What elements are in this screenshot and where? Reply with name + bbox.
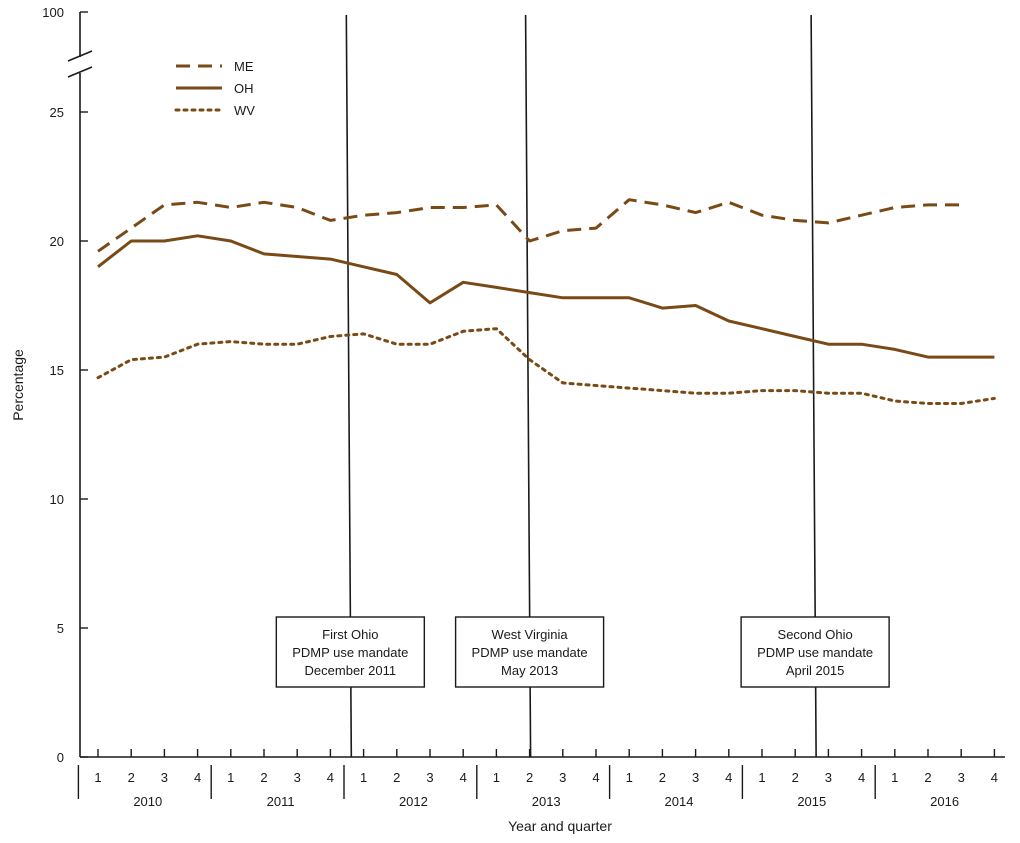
annotation-box-frame bbox=[275, 616, 426, 688]
x-tick-label-year: 2011 bbox=[267, 794, 295, 809]
annotation-text: First Ohio bbox=[322, 627, 378, 642]
x-tick-label-quarter: 1 bbox=[227, 770, 234, 785]
x-tick-label-quarter: 4 bbox=[592, 770, 599, 785]
x-tick-label-quarter: 1 bbox=[360, 770, 367, 785]
x-tick-label-quarter: 4 bbox=[460, 770, 467, 785]
x-tick-label-year: 2012 bbox=[399, 794, 428, 809]
series-line-oh bbox=[97, 234, 995, 359]
annotation-box: West Virginia PDMP use mandate May 2013 bbox=[454, 616, 605, 688]
legend-label: ME bbox=[234, 59, 254, 74]
x-tick-label-quarter: 2 bbox=[792, 770, 799, 785]
x-tick-label-quarter: 4 bbox=[327, 770, 334, 785]
annotation-text: December 2011 bbox=[305, 663, 397, 678]
annotation-box-frame bbox=[740, 616, 890, 688]
x-tick-label-quarter: 2 bbox=[924, 770, 931, 785]
annotation-text: May 2013 bbox=[501, 663, 558, 678]
x-tick-label-quarter: 4 bbox=[725, 770, 732, 785]
x-tick-label-quarter: 2 bbox=[659, 770, 666, 785]
y-tick-label: 10 bbox=[50, 492, 64, 507]
x-tick-label-quarter: 3 bbox=[559, 770, 566, 785]
x-axis-title: Year and quarter bbox=[508, 818, 612, 834]
annotation-text: PDMP use mandate bbox=[292, 645, 408, 660]
y-tick-label: 25 bbox=[50, 105, 64, 120]
x-tick-label-quarter: 4 bbox=[858, 770, 865, 785]
annotation-text: April 2015 bbox=[786, 663, 845, 678]
x-tick-label-quarter: 3 bbox=[294, 770, 301, 785]
x-tick-label-year: 2010 bbox=[133, 794, 162, 809]
legend: ME OH WV bbox=[174, 59, 255, 118]
y-tick-label: 100 bbox=[42, 5, 64, 20]
x-tick-label-quarter: 1 bbox=[94, 770, 101, 785]
y-tick-label: 20 bbox=[50, 234, 64, 249]
x-tick-label-quarter: 3 bbox=[426, 770, 433, 785]
y-tick-label: 5 bbox=[57, 621, 64, 636]
x-tick-label-quarter: 2 bbox=[393, 770, 400, 785]
x-tick-label-quarter: 1 bbox=[626, 770, 633, 785]
annotation-text: PDMP use mandate bbox=[472, 645, 588, 660]
annotation-box: First Ohio PDMP use mandate December 2011 bbox=[275, 616, 426, 688]
x-tick-label-quarter: 2 bbox=[128, 770, 135, 785]
x-tick-label-quarter: 4 bbox=[991, 770, 998, 785]
annotation-boxes: First Ohio PDMP use mandate December 2011 W… bbox=[275, 616, 890, 688]
x-tick-label-quarter: 1 bbox=[758, 770, 765, 785]
legend-label: OH bbox=[234, 81, 254, 96]
x-tick-label-year: 2015 bbox=[797, 794, 826, 809]
annotation-text: Second Ohio bbox=[778, 627, 853, 642]
y-axis-title: Percentage bbox=[10, 349, 26, 421]
annotation-text: PDMP use mandate bbox=[757, 645, 873, 660]
y-axis-break-mark bbox=[67, 66, 93, 78]
annotation-box: Second Ohio PDMP use mandate April 2015 bbox=[740, 616, 890, 688]
x-tick-label-year: 2016 bbox=[930, 794, 959, 809]
y-axis: 0 5 10 15 20 25 100 bbox=[42, 5, 93, 765]
x-tick-label-year: 2014 bbox=[665, 794, 694, 809]
annotation-box-frame bbox=[454, 616, 605, 688]
x-tick-label-quarter: 3 bbox=[825, 770, 832, 785]
series-line-me bbox=[97, 198, 962, 253]
legend-label: WV bbox=[234, 103, 255, 118]
x-axis: 1 2 3 4 2010 1 2 3 4 2011 1 2 3 4 2012 1 2 3 4 2013 1 2 3 4 2014… bbox=[77, 749, 1005, 809]
series-line-wv bbox=[96, 327, 996, 405]
series-layer bbox=[96, 198, 996, 405]
y-tick-label: 15 bbox=[50, 363, 64, 378]
x-tick-label-quarter: 3 bbox=[692, 770, 699, 785]
x-tick-label-year: 2013 bbox=[532, 794, 561, 809]
x-tick-label-quarter: 2 bbox=[526, 770, 533, 785]
y-tick-label: 0 bbox=[57, 750, 64, 765]
x-tick-label-quarter: 1 bbox=[891, 770, 898, 785]
y-axis-break-mark bbox=[67, 50, 93, 62]
annotation-text: West Virginia bbox=[492, 627, 569, 642]
x-tick-label-quarter: 3 bbox=[958, 770, 965, 785]
x-tick-label-quarter: 4 bbox=[194, 770, 201, 785]
x-tick-label-quarter: 3 bbox=[161, 770, 168, 785]
x-tick-label-quarter: 1 bbox=[493, 770, 500, 785]
x-tick-label-quarter: 2 bbox=[260, 770, 267, 785]
